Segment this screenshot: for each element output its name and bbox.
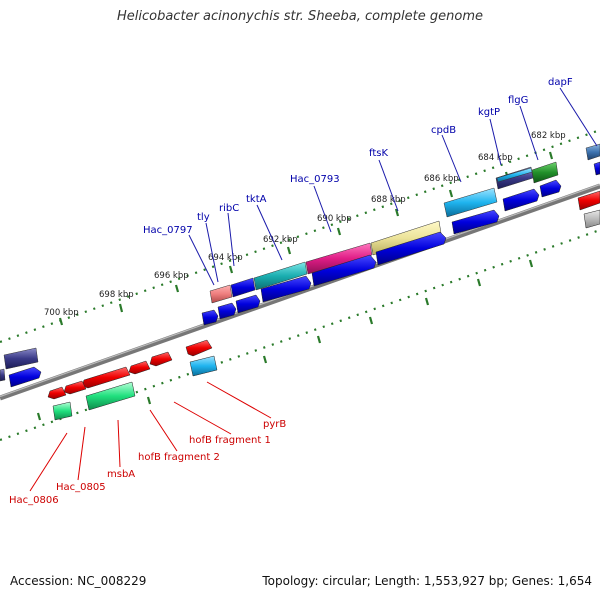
gene-label-dapf: dapF [548, 77, 573, 88]
map-title: Helicobacter acinonychis str. Sheeba, co… [116, 9, 483, 24]
gene-cpdb [443, 187, 498, 218]
gene-rv-hac0806 [52, 401, 73, 421]
forward-genes-outer [0, 143, 600, 382]
scale-label: 694 kbp [208, 253, 243, 263]
forward-genes-inner [8, 161, 600, 388]
gene-label-hac0793: Hac_0793 [290, 174, 340, 185]
gene-fw-left [8, 366, 42, 388]
scale-label: 692 kbp [263, 235, 298, 245]
gene-left-b [0, 368, 6, 382]
gene-label-hac0805: Hac_0805 [56, 482, 106, 493]
inner-major-ticks [36, 259, 534, 421]
gene-rv-right-b [583, 209, 600, 229]
gene-label-msba: msbA [107, 469, 135, 480]
gene-rv-hofb [85, 381, 136, 411]
gene-fw-10 [593, 161, 600, 176]
gene-label-cpdb: cpdB [431, 125, 456, 136]
gene-fw-4 [260, 275, 312, 303]
gene-fw-9 [539, 179, 562, 198]
gene-label-hac0806: Hac_0806 [9, 495, 59, 506]
gene-ribc [230, 277, 256, 298]
scale-label: 682 kbp [531, 131, 566, 141]
gene-hac0797 [209, 284, 233, 304]
gene-fw-2 [217, 302, 237, 320]
gene-fw-1 [201, 309, 219, 326]
scale-label: 700 kbp [44, 308, 79, 318]
gene-label-ftsk: ftsK [369, 148, 388, 159]
gene-rv-6 [47, 386, 67, 400]
gene-label-tly: tly [197, 212, 210, 223]
gene-fw-3 [235, 294, 261, 314]
gene-tkta [253, 261, 308, 291]
gene-label-hac0797: Hac_0797 [143, 225, 193, 236]
gene-rv-right-a [577, 190, 600, 211]
gene-label-ribc: ribC [219, 203, 239, 214]
genome-backbone [0, 183, 600, 401]
gene-left-a [3, 347, 39, 370]
gene-rv-3 [128, 360, 151, 375]
gene-label-tkta: tktA [246, 194, 267, 205]
gene-label-pyrb: pyrB [263, 419, 286, 430]
genome-stats-text: Topology: circular; Length: 1,553,927 bp… [262, 574, 592, 588]
scale-label: 686 kbp [424, 174, 459, 184]
accession-text: Accession: NC_008229 [10, 574, 147, 588]
scale-label: 696 kbp [154, 271, 189, 281]
gene-rv-1 [185, 339, 213, 357]
scale-label: 690 kbp [317, 214, 352, 224]
gene-dapf [585, 143, 600, 161]
scale-label: 688 kbp [371, 195, 406, 205]
gene-label-hofb-fragment-2: hofB fragment 2 [138, 452, 220, 463]
gene-rv-pyrb [189, 355, 218, 377]
gene-fw-8 [502, 188, 540, 212]
reverse-label-connectors [29, 381, 272, 492]
gene-fw-5 [311, 254, 377, 287]
gene-kgtp-stripe [496, 167, 533, 183]
gene-rv-2 [149, 351, 173, 367]
gene-fw-6 [375, 231, 447, 266]
gene-rv-5 [63, 380, 87, 395]
gene-label-flgg: flgG [508, 95, 528, 106]
gene-fw-7 [451, 209, 500, 235]
forward-label-connectors [188, 87, 598, 286]
scale-label: 698 kbp [99, 290, 134, 300]
reverse-genes [47, 190, 600, 421]
gene-label-hofb-fragment-1: hofB fragment 1 [189, 435, 271, 446]
scale-label: 684 kbp [478, 153, 513, 163]
gene-label-kgtp: kgtP [478, 107, 500, 118]
gene-hac0793 [305, 242, 373, 275]
gene-flgg [531, 161, 559, 184]
